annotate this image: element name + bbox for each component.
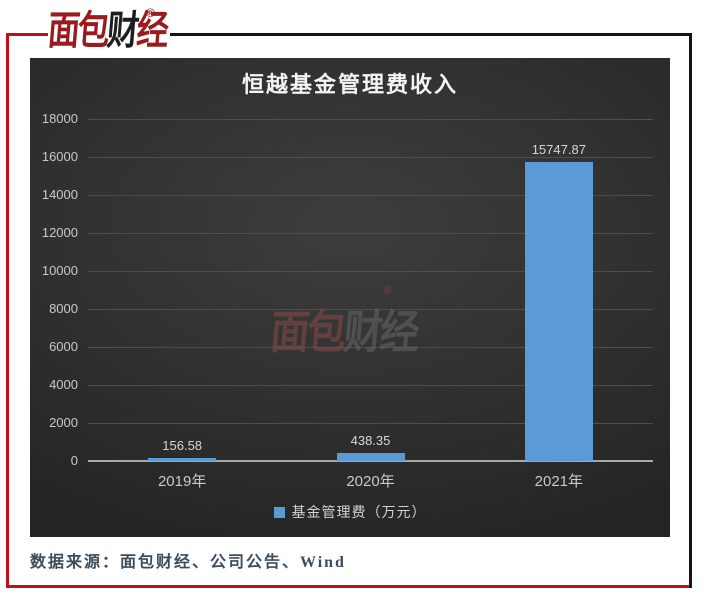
- registered-trademark-icon: ®: [146, 6, 155, 20]
- legend: 基金管理费（万元）: [30, 502, 670, 522]
- gridline: [88, 309, 653, 310]
- y-axis-tick-label: 18000: [41, 111, 78, 126]
- legend-label: 基金管理费（万元）: [291, 504, 427, 520]
- gridline: [88, 385, 653, 386]
- bar-2020年: [336, 453, 405, 461]
- x-axis-line: [88, 460, 653, 462]
- y-axis-tick-label: 6000: [49, 339, 78, 354]
- chart-panel: 恒越基金管理费收入 0 2000 4000 6000 8000 10000 12000 140…: [30, 58, 670, 537]
- frame-line-top: [170, 33, 692, 36]
- y-axis-tick-label: 2000: [49, 415, 78, 430]
- frame-line-right: [689, 33, 692, 588]
- y-axis-tick-label: 16000: [41, 149, 78, 164]
- bar-value-label: 156.58: [162, 438, 203, 453]
- brand-logo: 面包财经 ®: [46, 6, 186, 58]
- x-axis-tick-label: 2019年: [157, 473, 207, 490]
- y-axis-tick-label: 14000: [41, 187, 78, 202]
- y-axis-tick-label: 10000: [41, 263, 78, 278]
- y-axis-tick-label: 12000: [41, 225, 78, 240]
- gridline: [88, 233, 653, 234]
- gridline: [88, 195, 653, 196]
- bar-value-label: 438.35: [350, 433, 391, 448]
- frame-line-left: [6, 33, 9, 588]
- x-axis-tick-label: 2020年: [346, 473, 395, 490]
- plot-area: 0 2000 4000 6000 8000 10000 12000 14000 16000 180…: [30, 58, 670, 537]
- gridline: [88, 119, 653, 120]
- watermark-registered-icon: ®: [382, 282, 393, 297]
- gridline: [88, 423, 653, 424]
- bar-2021年: [524, 162, 593, 461]
- x-axis-tick-label: 2021年: [534, 473, 584, 490]
- watermark-logo: 面包财经 ®: [268, 282, 420, 358]
- data-source-note: 数据来源：面包财经、公司公告、Wind: [30, 554, 346, 571]
- gridline: [88, 271, 653, 272]
- y-axis-tick-label: 0: [70, 453, 78, 468]
- gridline: [88, 157, 653, 158]
- frame-line-top-left-stub: [6, 33, 48, 36]
- legend-swatch: [273, 506, 285, 518]
- bar-value-label: 15747.87: [531, 142, 586, 157]
- chart-title: 恒越基金管理费收入: [241, 72, 458, 97]
- gridline: [88, 347, 653, 348]
- frame-line-bottom: [6, 585, 692, 588]
- watermark-text: 面包: [268, 306, 347, 358]
- bar-2019年: [148, 458, 217, 461]
- y-axis-tick-label: 4000: [49, 377, 78, 392]
- y-axis-tick-label: 8000: [49, 301, 78, 316]
